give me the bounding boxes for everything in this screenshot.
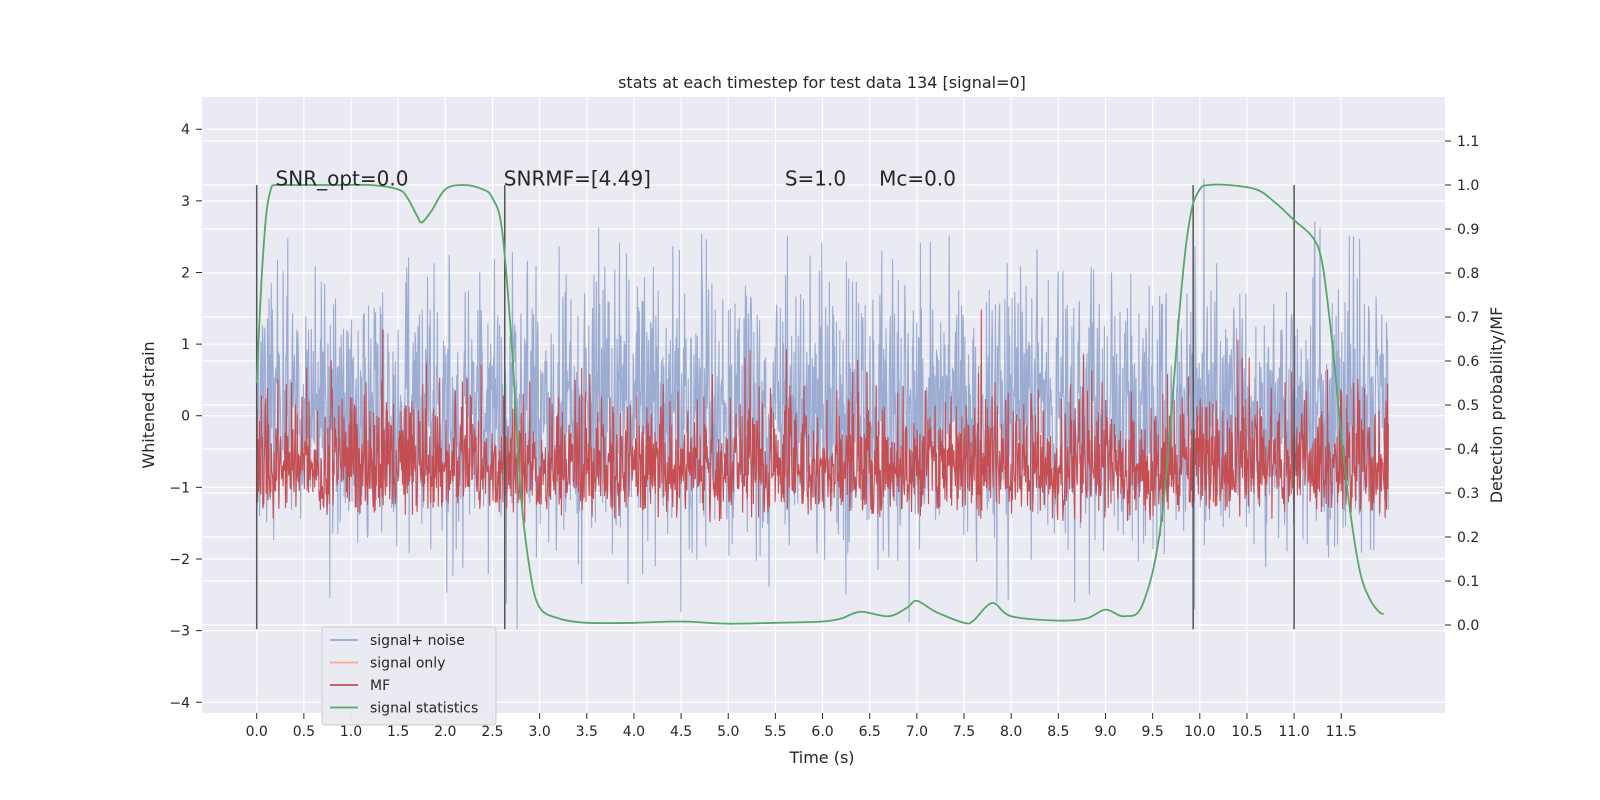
x-axis-label: Time (s) — [788, 748, 854, 767]
annotation-1: SNRMF=[4.49] — [504, 166, 651, 190]
y-right-tick-label: 0.0 — [1457, 618, 1479, 634]
y-left-tick-label: 0 — [181, 409, 190, 425]
y-right-tick-label: 0.1 — [1457, 574, 1479, 590]
x-axis: 0.0 0.5 1.0 1.5 2.0 2.5 3.0 3.5 4.0 4.5 5.0 5.5 6.0 6… — [246, 713, 1357, 740]
legend-label: signal statistics — [370, 701, 478, 717]
y-axis-left: 4 3 2 1 0 −1 −2 −3 −4 — [169, 122, 202, 711]
y-right-tick-label: 1.1 — [1457, 134, 1479, 150]
legend: signal+ noise signal only MF signal statist… — [321, 626, 497, 726]
mf-line — [256, 309, 1389, 523]
legend-box — [321, 626, 497, 726]
x-tick-label: 2.5 — [481, 724, 503, 740]
x-tick-label: 3.5 — [576, 724, 598, 740]
y-axis-right-label: Detection probability/MF — [1487, 307, 1506, 504]
legend-label: signal+ noise — [370, 633, 465, 649]
y-left-tick-label: 4 — [181, 122, 190, 138]
x-tick-label: 7.5 — [953, 724, 975, 740]
x-tick-label: 3.0 — [528, 724, 550, 740]
y-right-tick-label: 0.3 — [1457, 486, 1479, 502]
x-tick-label: 0.0 — [246, 724, 268, 740]
y-left-tick-label: 2 — [181, 265, 190, 281]
x-tick-label: 6.0 — [811, 724, 833, 740]
chart-title: stats at each timestep for test data 134… — [618, 73, 1026, 92]
y-right-tick-label: 0.9 — [1457, 222, 1479, 238]
x-tick-label: 10.0 — [1184, 724, 1215, 740]
y-right-tick-label: 0.8 — [1457, 266, 1479, 282]
annotations: SNR_opt=0.0 SNRMF=[4.49] S=1.0 Mc=0.0 — [276, 166, 956, 190]
annotation-3: Mc=0.0 — [879, 166, 956, 190]
stat-series — [255, 183, 1385, 625]
stat-line — [255, 183, 1385, 625]
x-tick-label: 9.5 — [1142, 724, 1164, 740]
y-left-tick-label: −3 — [169, 624, 190, 640]
y-right-tick-label: 0.7 — [1457, 310, 1479, 326]
y-left-tick-label: −4 — [169, 695, 190, 711]
y-right-tick-label: 1.0 — [1457, 178, 1479, 194]
y-right-tick-label: 0.4 — [1457, 442, 1479, 458]
y-axis-right: 1.1 1.0 0.9 0.8 0.7 0.6 0.5 0.4 0.3 0.2 0.1 0.0 — [1445, 134, 1479, 634]
annotation-0: SNR_opt=0.0 — [276, 166, 409, 190]
x-tick-label: 8.0 — [1000, 724, 1022, 740]
y-left-tick-label: 1 — [181, 337, 190, 353]
x-tick-label: 9.0 — [1094, 724, 1116, 740]
x-tick-label: 8.5 — [1047, 724, 1069, 740]
y-left-tick-label: −1 — [169, 480, 190, 496]
x-tick-label: 11.5 — [1326, 724, 1357, 740]
x-tick-label: 6.5 — [859, 724, 881, 740]
x-tick-label: 5.0 — [717, 724, 739, 740]
x-tick-label: 0.5 — [293, 724, 315, 740]
legend-label: MF — [370, 678, 390, 694]
x-tick-label: 1.5 — [387, 724, 409, 740]
annotation-2: S=1.0 — [785, 166, 846, 190]
y-left-tick-label: 3 — [181, 194, 190, 210]
x-tick-label: 2.0 — [434, 724, 456, 740]
x-tick-label: 7.0 — [906, 724, 928, 740]
y-axis-left-label: Whitened strain — [139, 341, 158, 468]
legend-label: signal only — [370, 656, 445, 672]
x-tick-label: 11.0 — [1279, 724, 1310, 740]
y-right-tick-label: 0.5 — [1457, 398, 1479, 414]
mf-series — [256, 309, 1389, 523]
y-right-tick-label: 0.2 — [1457, 530, 1479, 546]
x-tick-label: 10.5 — [1231, 724, 1262, 740]
x-tick-label: 4.0 — [623, 724, 645, 740]
x-tick-label: 1.0 — [340, 724, 362, 740]
y-right-tick-label: 0.6 — [1457, 354, 1479, 370]
x-tick-label: 5.5 — [764, 724, 786, 740]
y-left-tick-label: −2 — [169, 552, 190, 568]
x-tick-label: 4.5 — [670, 724, 692, 740]
